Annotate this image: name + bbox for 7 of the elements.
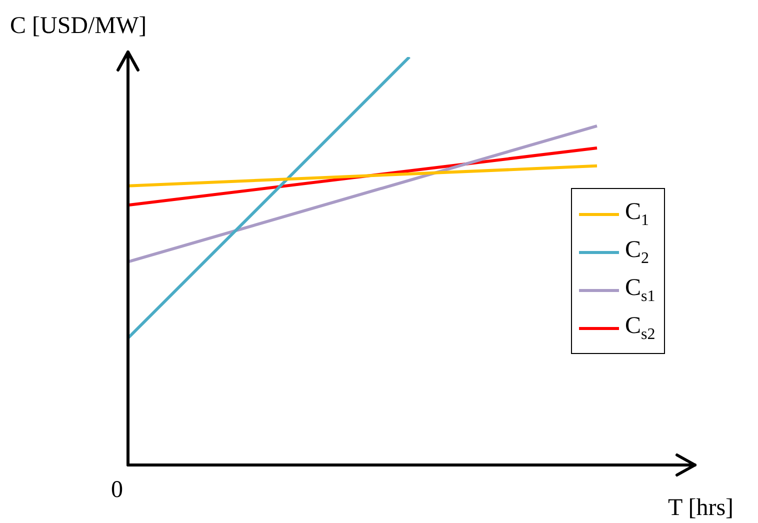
legend-label: C$_{1}$ bbox=[625, 198, 650, 230]
legend-label: C$_{s1}$ bbox=[625, 274, 656, 306]
y-axis-title: C [USD/MW] bbox=[10, 13, 147, 39]
x-axis-title: T [hrs] bbox=[668, 495, 734, 521]
text: 0 bbox=[111, 477, 123, 503]
legend-label: C$_{s2}$ bbox=[625, 312, 656, 344]
legend-label: C$_{2}$ bbox=[625, 236, 650, 268]
